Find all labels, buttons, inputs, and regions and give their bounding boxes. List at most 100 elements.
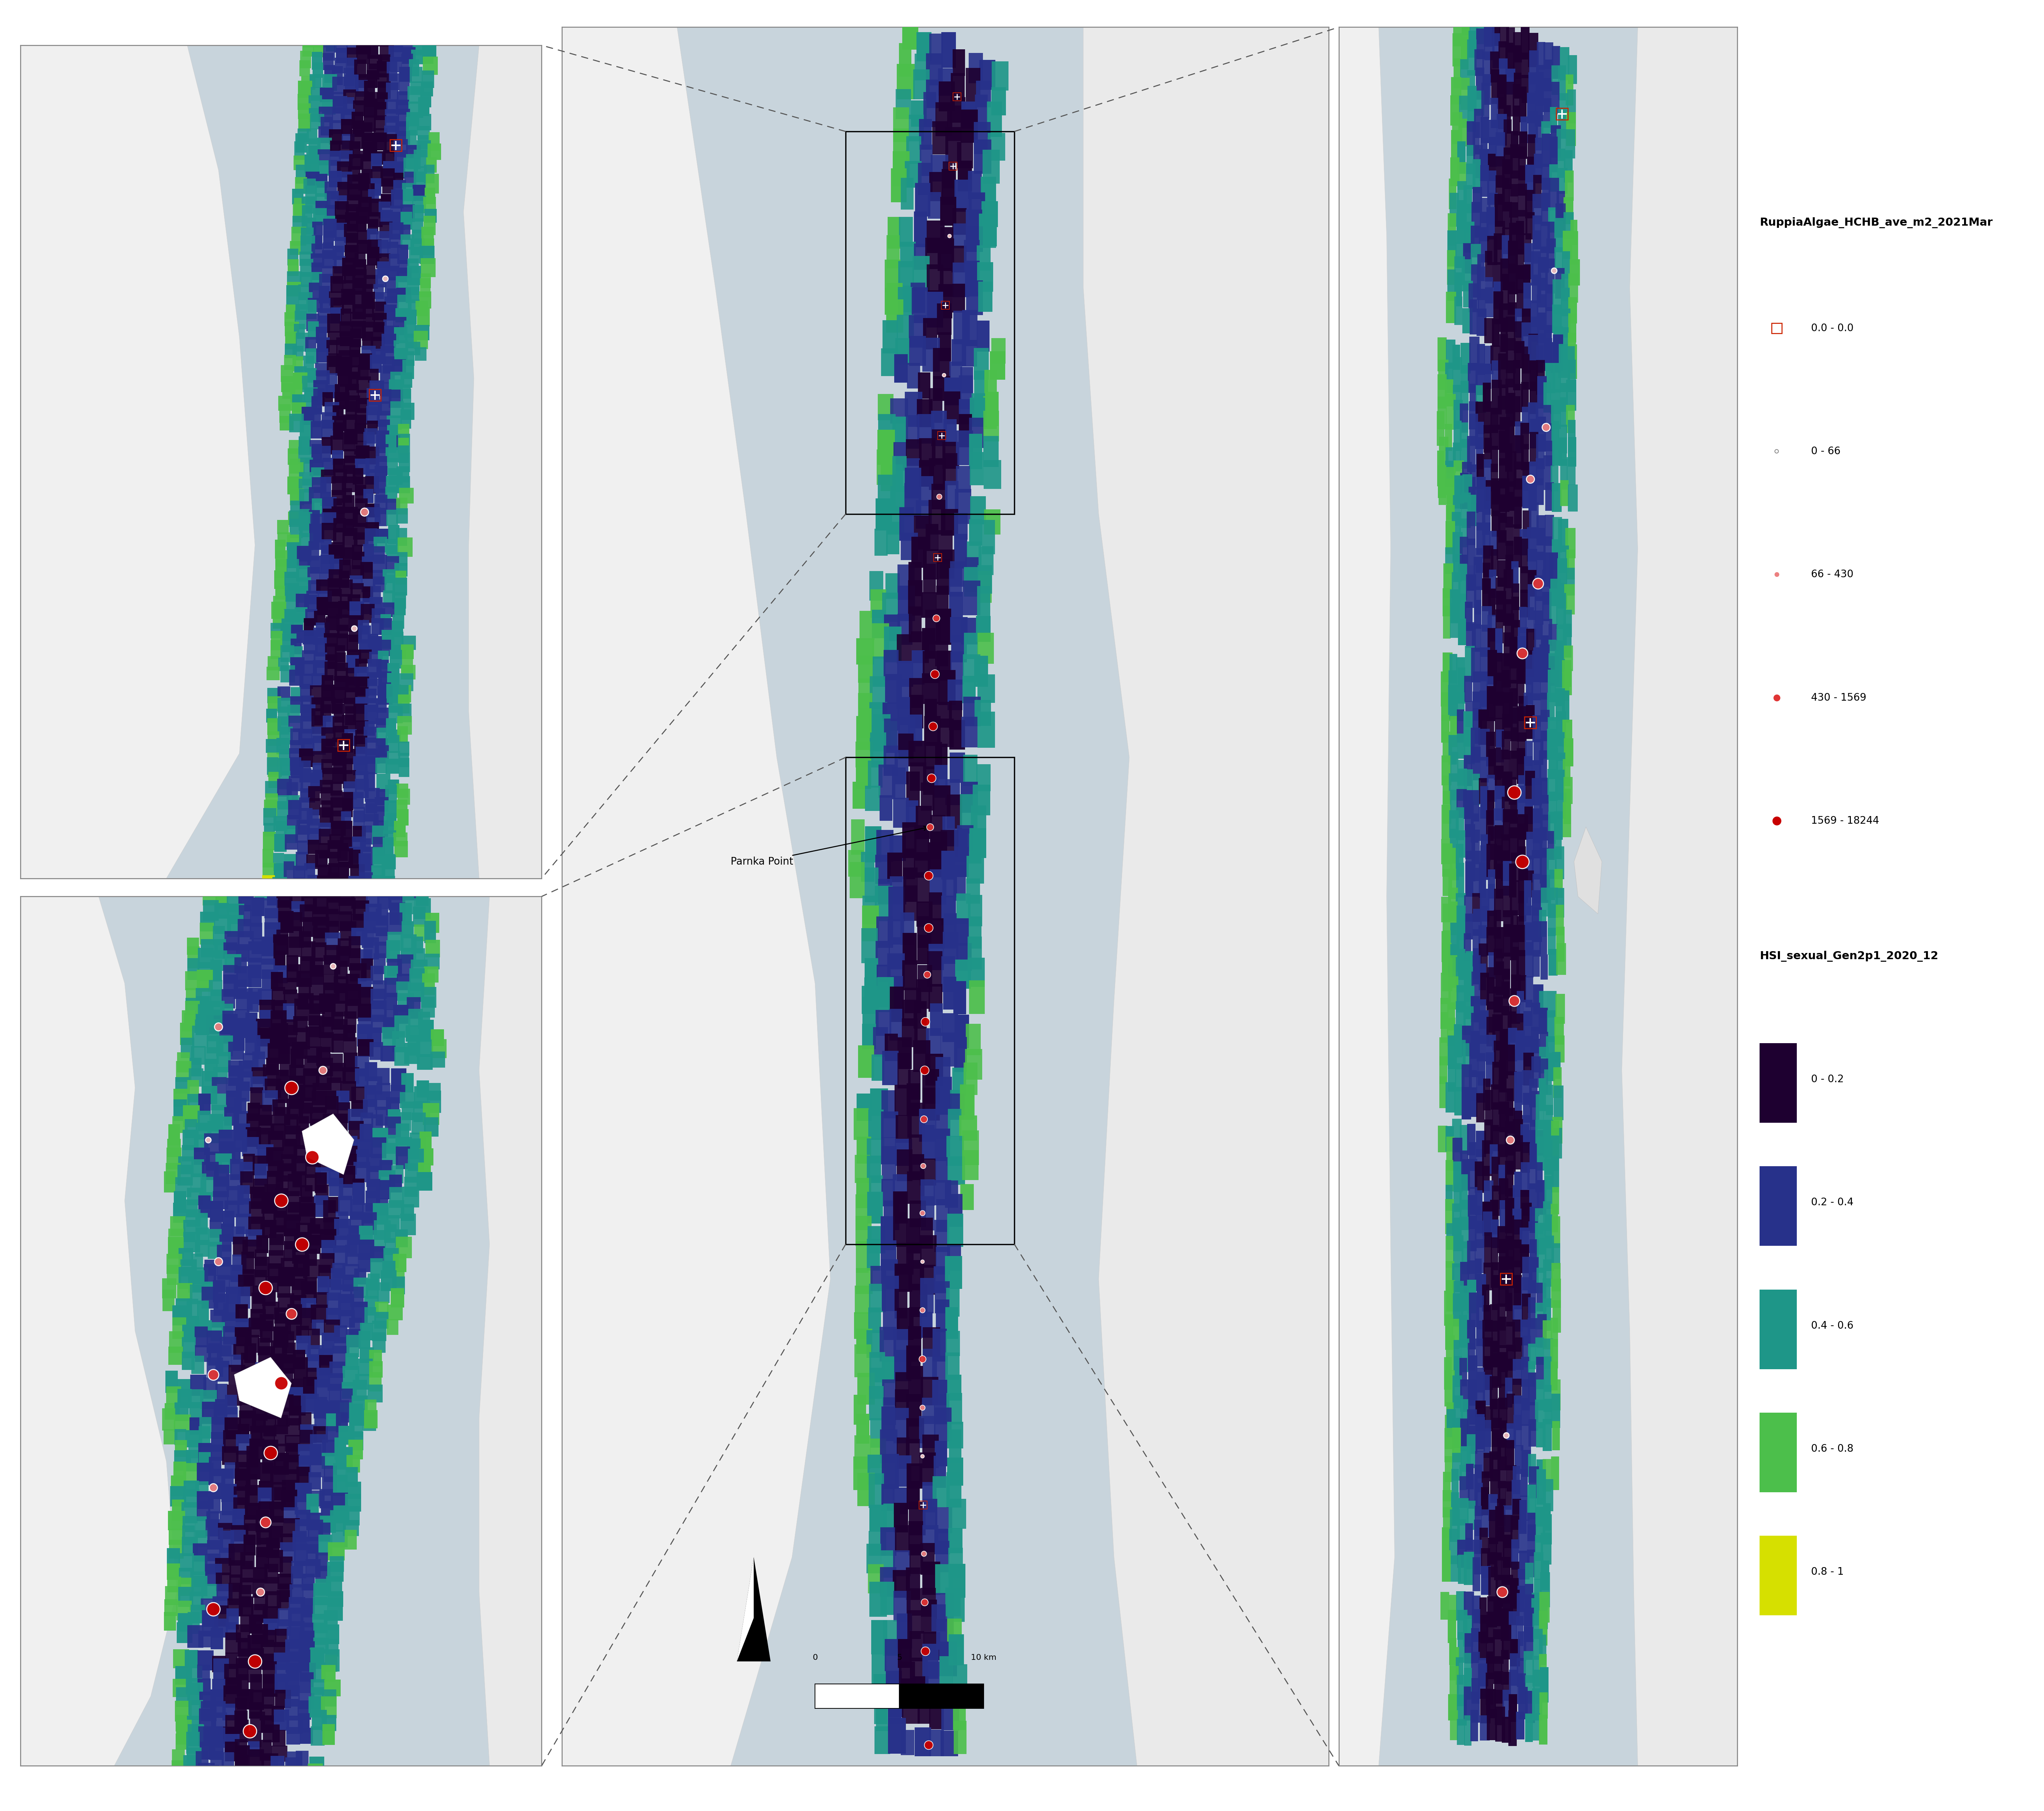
Bar <box>1496 1574 1502 1606</box>
Bar <box>930 815 944 844</box>
Bar <box>1453 33 1461 67</box>
Bar <box>856 1137 871 1164</box>
Bar <box>1453 1161 1464 1192</box>
Bar <box>352 583 364 598</box>
Bar <box>1560 438 1566 465</box>
Bar <box>356 1068 368 1088</box>
Bar <box>1464 953 1474 978</box>
Bar <box>362 322 374 340</box>
Bar <box>245 1485 262 1505</box>
Bar <box>1453 1204 1461 1237</box>
Bar <box>300 695 313 714</box>
Bar <box>333 737 347 755</box>
Bar <box>294 366 307 382</box>
Bar <box>1490 1219 1498 1248</box>
Bar <box>368 239 382 259</box>
Bar <box>390 902 405 925</box>
Bar <box>1464 730 1474 764</box>
Bar <box>1472 893 1482 922</box>
Bar <box>315 637 327 657</box>
Bar <box>1464 770 1474 802</box>
Bar <box>321 704 331 723</box>
Bar <box>347 616 364 632</box>
Bar <box>1468 1260 1476 1288</box>
Bar <box>186 1748 202 1766</box>
Bar <box>922 1088 940 1121</box>
Bar <box>854 1344 871 1376</box>
Bar <box>1555 1036 1564 1063</box>
Bar <box>1555 268 1564 299</box>
Bar <box>885 288 897 315</box>
Bar <box>347 1440 364 1460</box>
Bar <box>288 511 298 525</box>
Bar <box>1513 1184 1521 1213</box>
Bar <box>946 1458 963 1485</box>
Bar <box>294 887 305 902</box>
Bar <box>1459 1498 1468 1525</box>
Bar <box>1533 1579 1541 1605</box>
Bar <box>339 1184 354 1201</box>
Bar <box>219 855 235 873</box>
Bar <box>305 388 317 402</box>
Bar <box>225 1664 239 1684</box>
Bar <box>329 1155 341 1172</box>
Bar <box>918 1695 930 1724</box>
Bar <box>241 871 256 889</box>
Bar <box>323 216 335 230</box>
Bar <box>329 851 339 867</box>
Bar <box>237 1690 253 1710</box>
Bar <box>1482 1203 1490 1235</box>
Bar <box>345 706 356 724</box>
Bar <box>401 235 415 250</box>
Bar <box>386 415 401 429</box>
Bar <box>300 502 315 516</box>
Bar <box>358 1003 372 1021</box>
Bar <box>1476 386 1486 413</box>
Bar <box>204 1376 217 1398</box>
Bar <box>1533 922 1541 956</box>
Bar <box>1455 808 1464 840</box>
Bar <box>867 1543 881 1574</box>
Bar <box>370 1041 382 1059</box>
Bar <box>1547 991 1555 1018</box>
Bar <box>364 313 374 328</box>
Bar <box>296 971 313 987</box>
Bar <box>1511 1639 1521 1666</box>
Bar <box>403 636 415 650</box>
Bar <box>227 1090 241 1112</box>
Bar <box>975 80 991 107</box>
Point <box>1760 683 1793 712</box>
Bar <box>1511 619 1521 652</box>
Bar <box>290 657 305 676</box>
Bar <box>1484 1181 1494 1213</box>
Bar <box>200 1177 215 1197</box>
Bar <box>335 1212 347 1228</box>
Point <box>1760 436 1793 465</box>
Bar <box>1502 924 1513 956</box>
Bar <box>1535 1498 1543 1527</box>
Bar <box>1490 53 1498 83</box>
Bar <box>352 112 364 129</box>
Bar <box>924 699 936 730</box>
Bar <box>329 353 339 368</box>
Bar <box>977 712 995 748</box>
Bar <box>932 1476 950 1507</box>
Bar <box>382 862 394 880</box>
Bar <box>893 442 908 471</box>
Bar <box>368 1027 382 1047</box>
Bar <box>321 116 333 136</box>
Bar <box>885 574 899 599</box>
Bar <box>1466 623 1476 648</box>
Bar <box>1447 478 1455 505</box>
Bar <box>303 1574 315 1590</box>
Bar <box>286 541 300 561</box>
Bar <box>264 1184 280 1203</box>
Bar <box>1502 1574 1513 1603</box>
Bar <box>235 1469 251 1490</box>
Bar <box>233 1018 245 1034</box>
Bar <box>374 820 388 837</box>
Bar <box>1496 590 1506 623</box>
Bar <box>1464 676 1472 701</box>
Bar <box>186 998 198 1016</box>
Bar <box>196 1490 215 1509</box>
